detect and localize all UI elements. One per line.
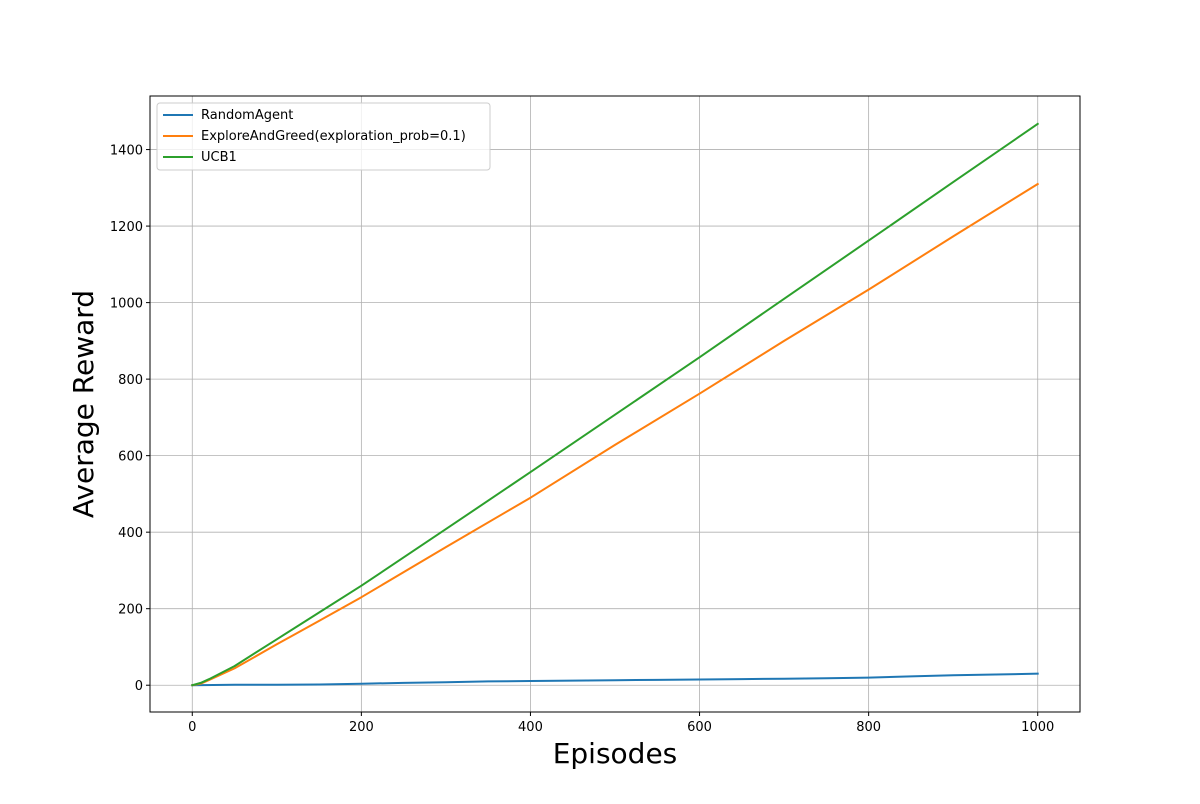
y-tick-label: 400 [118, 526, 143, 541]
x-axis-title: Episodes [553, 737, 678, 770]
legend: RandomAgent ExploreAndGreed(exploration_… [156, 102, 491, 171]
legend-label-ucb1: UCB1 [201, 150, 237, 165]
x-tick-label: 400 [518, 720, 543, 735]
x-tick-label: 1000 [1021, 720, 1054, 735]
y-tick-label: 1000 [110, 297, 143, 312]
y-tick-label: 200 [118, 603, 143, 618]
series-line-randomagent [191, 672, 1039, 687]
grid-layer [150, 96, 1080, 712]
legend-box [156, 102, 491, 171]
x-tick-label: 800 [856, 720, 881, 735]
tick-layer: 0 200 400 600 800 1000 0 200 400 600 800 1000 1200 14… [110, 144, 1054, 735]
y-tick-label: 800 [118, 373, 143, 388]
legend-label-exploreandgreed: ExploreAndGreed(exploration_prob=0.1) [201, 129, 466, 144]
series-line-exploreandgreed-exploration-prob-0-1 [191, 182, 1040, 687]
series-layer [191, 122, 1040, 687]
y-axis-title: Average Reward [67, 290, 100, 518]
y-tick-label: 0 [135, 679, 143, 694]
x-tick-label: 0 [188, 720, 196, 735]
y-tick-label: 1200 [110, 220, 143, 235]
x-tick-label: 600 [687, 720, 712, 735]
x-tick-label: 200 [349, 720, 374, 735]
y-tick-label: 600 [118, 450, 143, 465]
y-tick-label: 1400 [110, 144, 143, 159]
series-line-ucb1 [191, 122, 1040, 687]
plot-frame [149, 95, 1081, 713]
legend-label-randomagent: RandomAgent [201, 108, 293, 123]
